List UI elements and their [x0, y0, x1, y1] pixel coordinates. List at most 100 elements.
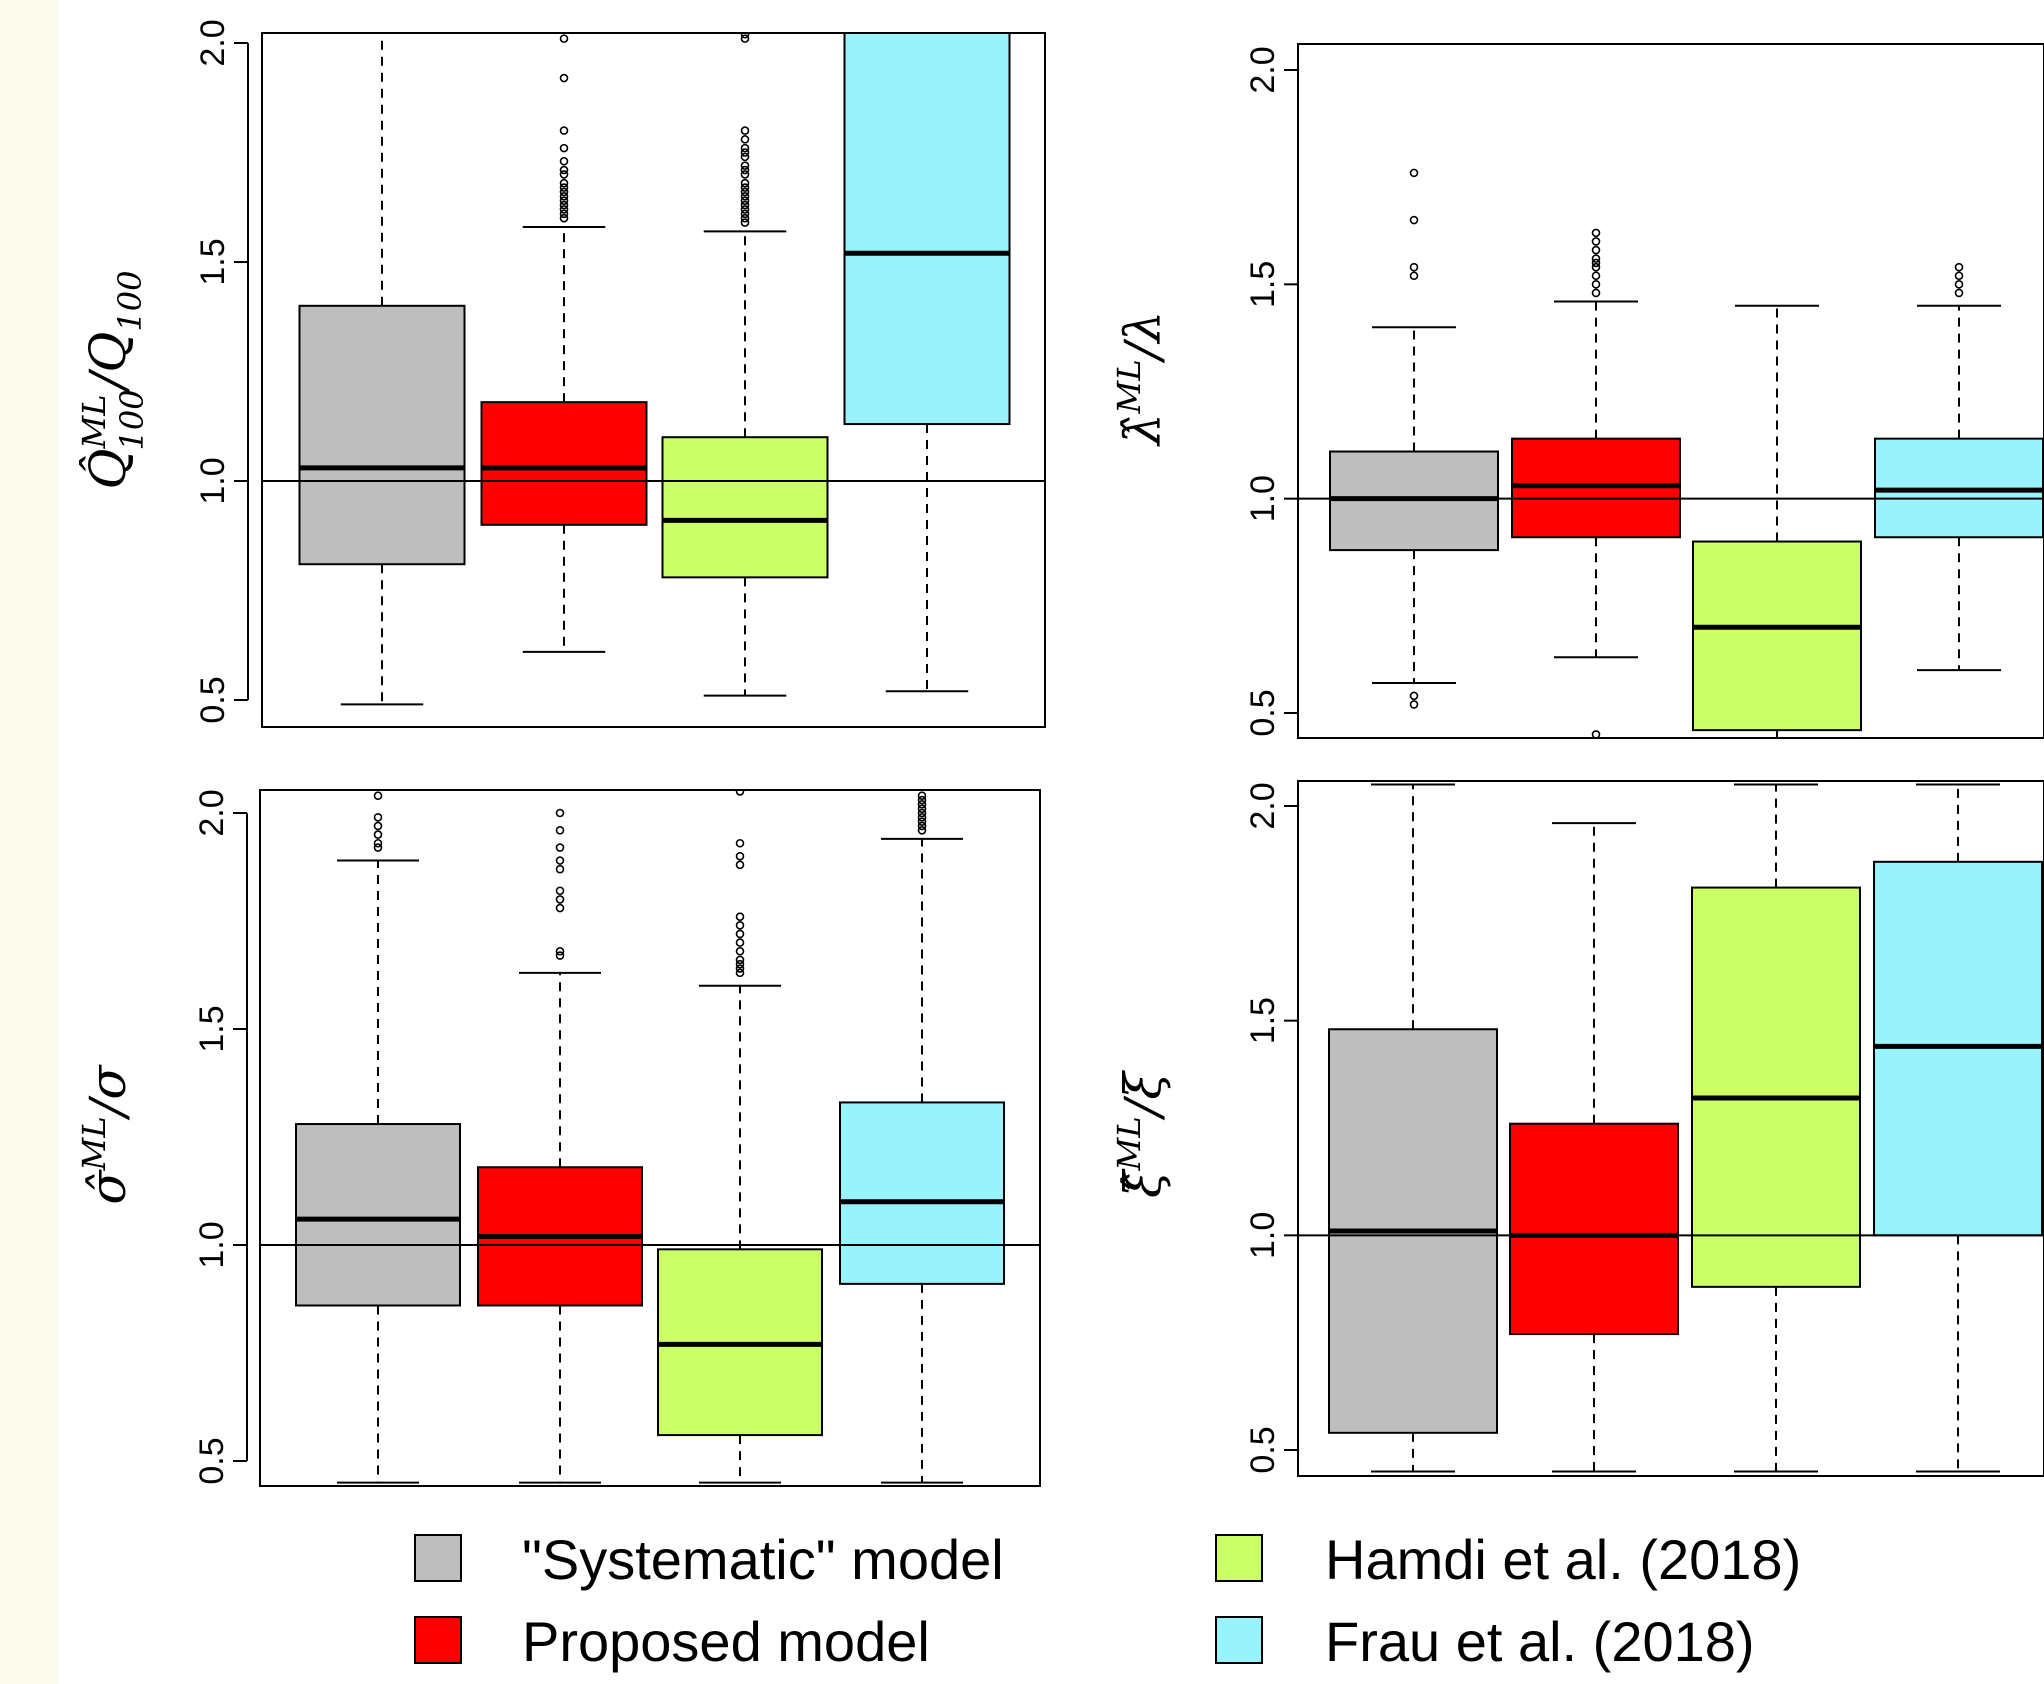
y-tick-label: 1.5 — [1244, 997, 1282, 1044]
outlier-point — [1591, 237, 1601, 246]
y-axis-label: λ̂ML/λ — [1110, 311, 1172, 447]
y-axis-label: ξ̂ML/ξ — [1110, 1070, 1172, 1198]
outlier-point — [1954, 262, 1964, 272]
y-tick-label: 1.5 — [194, 238, 232, 285]
box-iqr — [1509, 1122, 1679, 1336]
outlier-point — [740, 34, 750, 43]
legend-swatch-hamdi — [1215, 1534, 1263, 1582]
outlier-point — [917, 813, 927, 822]
outlier-point — [740, 183, 750, 192]
outlier-point — [555, 946, 565, 956]
outlier-point — [735, 851, 745, 861]
panel-1: 0.5 1.0 1.5 2.0 Q̂ML100/Q100 — [75, 19, 1046, 728]
outlier-point — [1591, 271, 1601, 281]
legend-label-frau: Frau et al. (2018) — [1325, 1610, 1755, 1673]
legend-item-hamdi: Hamdi et al. (2018) — [1215, 1528, 1801, 1591]
legend-item-frau: Frau et al. (2018) — [1215, 1610, 1755, 1673]
outlier-point — [555, 903, 565, 913]
outlier-point — [1591, 245, 1601, 255]
outlier-point — [1954, 271, 1964, 281]
outlier-point — [559, 200, 569, 210]
outlier-point — [740, 218, 750, 227]
legend-label-systematic: "Systematic" model — [522, 1528, 1004, 1591]
outlier-point — [559, 178, 569, 188]
box-iqr — [1692, 540, 1862, 732]
box-proposed — [1509, 822, 1679, 1473]
y-axis: 0.5 1.0 1.5 2.0 — [1244, 46, 1299, 737]
y-tick-label: 1.0 — [194, 457, 232, 504]
y-tick-label: 1.5 — [1244, 261, 1282, 308]
y-axis: 0.5 1.0 1.5 2.0 — [194, 19, 249, 724]
box-systematic — [1329, 168, 1499, 709]
outlier-point — [740, 126, 750, 135]
outlier-point — [555, 856, 565, 865]
y-tick-label: 2.0 — [1244, 46, 1282, 93]
box-iqr — [298, 304, 466, 566]
outlier-point — [740, 161, 750, 170]
box-iqr — [295, 1123, 461, 1307]
outlier-point — [555, 808, 565, 818]
y-tick-label: 0.5 — [1244, 1426, 1282, 1473]
y-tick-label: 0.5 — [193, 1437, 231, 1484]
outlier-point — [917, 808, 927, 818]
box-hamdi — [661, 33, 829, 697]
outlier-point — [373, 821, 383, 831]
outlier-point — [740, 152, 750, 162]
outlier-point — [1591, 258, 1601, 268]
outlier-point — [1409, 271, 1419, 281]
outlier-point — [373, 791, 383, 801]
outlier-point — [1409, 700, 1419, 709]
outlier-point — [735, 938, 745, 947]
outlier-point — [555, 864, 565, 874]
outlier-point — [917, 800, 927, 809]
outlier-point — [559, 165, 569, 175]
outlier-point — [735, 955, 745, 965]
box-systematic — [1328, 783, 1498, 1473]
plot-frame — [259, 789, 1041, 1487]
box-hamdi — [1692, 304, 1862, 738]
plot-area — [262, 33, 1045, 706]
outlier-point — [373, 830, 383, 839]
box-frau — [1874, 262, 2044, 672]
legend: "Systematic" model Hamdi et al. (2018) P… — [414, 1528, 1801, 1673]
outlier-point — [555, 843, 565, 852]
box-iqr — [843, 33, 1011, 426]
outlier-point — [917, 804, 927, 813]
y-axis: 0.5 1.0 1.5 2.0 — [1244, 782, 1299, 1474]
outlier-point — [373, 843, 383, 852]
outlier-point — [559, 156, 569, 166]
legend-swatch-frau — [1215, 1616, 1263, 1664]
outlier-point — [559, 126, 569, 135]
outlier-point — [373, 838, 383, 848]
panels-group: 0.5 1.0 1.5 2.0 Q̂ML100/Q100 0.5 1.0 1.5 2.0 λ̂ML… — [75, 19, 2044, 1487]
outlier-point — [1954, 280, 1964, 289]
outlier-point — [917, 821, 927, 831]
outlier-point — [735, 860, 745, 870]
outlier-point — [740, 200, 750, 210]
outlier-point — [1409, 691, 1419, 701]
box-proposed — [480, 34, 648, 653]
outlier-point — [559, 34, 569, 43]
outlier-point — [559, 196, 569, 205]
outlier-point — [373, 813, 383, 822]
box-frau — [839, 791, 1005, 1484]
box-iqr — [480, 401, 648, 526]
outlier-point — [1591, 288, 1601, 298]
figure-panel — [58, 0, 2044, 1684]
outlier-point — [1591, 228, 1601, 238]
y-tick-label: 1.0 — [193, 1221, 231, 1268]
outlier-point — [559, 205, 569, 214]
outlier-point — [740, 192, 750, 201]
outlier-point — [559, 143, 569, 153]
legend-swatch-systematic — [414, 1534, 462, 1582]
outlier-point — [740, 143, 750, 153]
outlier-point — [917, 795, 927, 805]
y-tick-label: 1.5 — [193, 1005, 231, 1052]
legend-item-proposed: Proposed model — [414, 1610, 930, 1673]
outlier-point — [735, 964, 745, 973]
outlier-point — [1591, 280, 1601, 289]
outlier-point — [559, 170, 569, 179]
y-tick-label: 2.0 — [194, 19, 232, 66]
outlier-point — [740, 135, 750, 144]
y-tick-label: 0.5 — [1244, 689, 1282, 736]
